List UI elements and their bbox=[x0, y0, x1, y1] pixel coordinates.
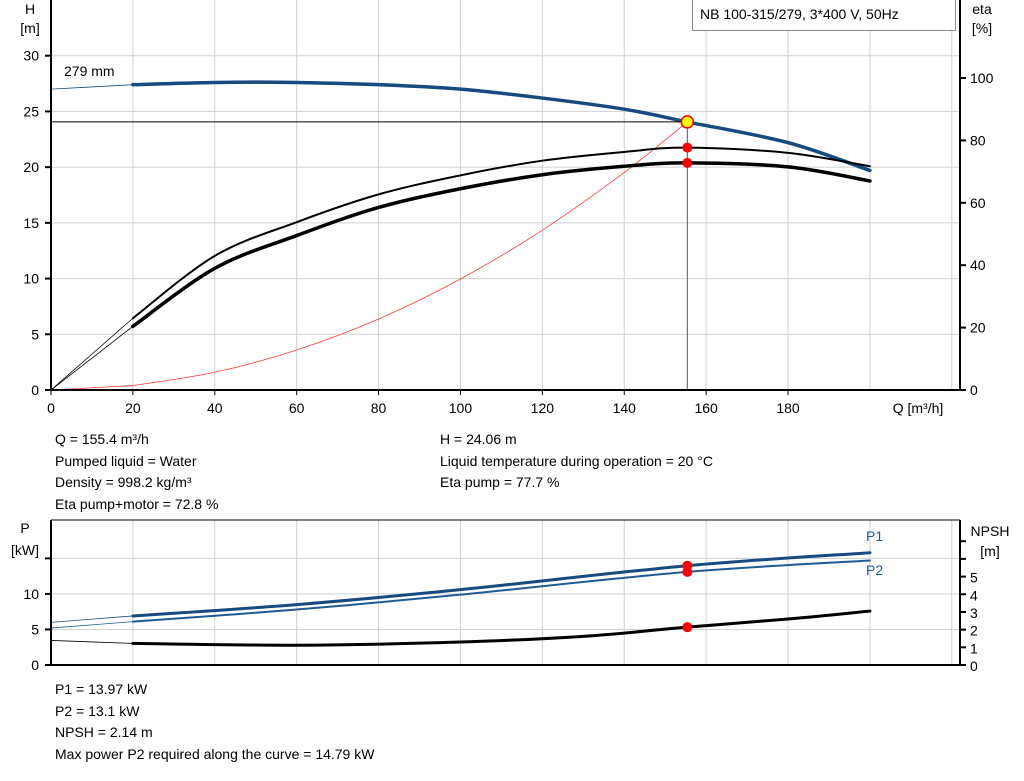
pumped-liquid: Pumped liquid = Water bbox=[55, 452, 197, 469]
eta-axis-unit: [%] bbox=[972, 20, 992, 36]
system-curve bbox=[132, 121, 688, 386]
liquid-temperature: Liquid temperature during operation = 20… bbox=[440, 452, 713, 469]
p1-curve bbox=[131, 551, 872, 618]
eta-pump-motor-value: Eta pump+motor = 72.8 % bbox=[55, 495, 219, 512]
h-tick-label: 30 bbox=[23, 48, 39, 64]
x-tick-label: 0 bbox=[47, 400, 55, 416]
h-tick-label: 15 bbox=[23, 215, 39, 231]
info-lower: P1 = 13.97 kW P2 = 13.1 kW NPSH = 2.14 m… bbox=[55, 679, 374, 765]
x-tick-label: 100 bbox=[449, 400, 473, 416]
eta-pump-value: Eta pump = 77.7 % bbox=[440, 474, 560, 490]
npsh-tick-label: 5 bbox=[970, 570, 978, 586]
x-tick-label: 120 bbox=[531, 400, 555, 416]
head-value: H = 24.06 m bbox=[440, 431, 517, 447]
eta-pump-marker bbox=[682, 142, 693, 153]
impeller-diameter-label: 279 mm bbox=[64, 63, 115, 79]
eta-pump-motor-curve-extrapolated bbox=[50, 326, 134, 391]
h-tick-label: 10 bbox=[23, 271, 39, 287]
p-tick-label: 0 bbox=[31, 657, 39, 673]
eta-pump-curve bbox=[131, 146, 871, 320]
head-curve bbox=[131, 80, 872, 173]
pump-title-box: NB 100-315/279, 3*400 V, 50Hz bbox=[692, 0, 956, 31]
npsh-tick-label: 2 bbox=[970, 623, 978, 639]
p2-value: P2 = 13.1 kW bbox=[55, 702, 140, 719]
x-tick-label: 160 bbox=[694, 400, 718, 416]
npsh-curve bbox=[131, 609, 872, 647]
density-value: Density = 998.2 kg/m³ bbox=[55, 474, 192, 490]
eta-tick-label: 40 bbox=[970, 257, 986, 273]
npsh-axis-label: NPSH bbox=[971, 523, 1010, 539]
p1-value: P1 = 13.97 kW bbox=[55, 681, 148, 697]
info-upper-right: H = 24.06 m Liquid temperature during op… bbox=[440, 429, 713, 494]
npsh-marker bbox=[682, 622, 693, 633]
eta-pump-curve-extrapolated bbox=[50, 317, 134, 391]
eta-axis-label: eta bbox=[972, 1, 992, 17]
info-upper-left: Q = 155.4 m³/h Pumped liquid = Water Den… bbox=[55, 429, 218, 515]
x-tick-label: 20 bbox=[125, 400, 141, 416]
p2-curve bbox=[131, 559, 871, 623]
p-axis-unit: [kW] bbox=[11, 542, 39, 558]
p1-series-label: P1 bbox=[866, 528, 883, 544]
npsh-value: NPSH = 2.14 m bbox=[55, 724, 153, 740]
q-axis-label: Q [m³/h] bbox=[893, 400, 944, 416]
x-tick-label: 140 bbox=[613, 400, 637, 416]
h-tick-label: 20 bbox=[23, 159, 39, 175]
p-tick-label: 10 bbox=[23, 586, 39, 602]
p2-curve-extrapolated bbox=[50, 621, 133, 629]
h-axis-label: H bbox=[25, 1, 35, 17]
eta-tick-label: 80 bbox=[970, 132, 986, 148]
eta-tick-label: 0 bbox=[970, 382, 978, 398]
eta-tick-label: 60 bbox=[970, 195, 986, 211]
flow-value: Q = 155.4 m³/h bbox=[55, 431, 149, 447]
eta-pump-motor-marker bbox=[682, 157, 693, 168]
npsh-tick-label: 3 bbox=[970, 605, 978, 621]
x-tick-label: 40 bbox=[207, 400, 223, 416]
npsh-axis-unit: [m] bbox=[980, 543, 999, 559]
p1-curve-extrapolated bbox=[50, 615, 133, 623]
npsh-tick-label: 4 bbox=[970, 587, 978, 603]
npsh-tick-label: 1 bbox=[970, 640, 978, 656]
h-axis-unit: [m] bbox=[20, 20, 39, 36]
eta-tick-label: 20 bbox=[970, 320, 986, 336]
x-tick-label: 80 bbox=[371, 400, 387, 416]
x-tick-label: 180 bbox=[776, 400, 800, 416]
max-p2-value: Max power P2 required along the curve = … bbox=[55, 745, 375, 762]
eta-tick-label: 100 bbox=[970, 70, 994, 86]
p-tick-label: 5 bbox=[31, 621, 39, 637]
h-tick-label: 25 bbox=[23, 103, 39, 119]
npsh-tick-label: 0 bbox=[970, 658, 978, 674]
eta-pump-motor-curve bbox=[131, 161, 872, 329]
npsh-curve-extrapolated bbox=[50, 640, 133, 644]
p2-series-label: P2 bbox=[866, 562, 883, 578]
duty-point-marker bbox=[680, 115, 695, 129]
p-axis-label: P bbox=[20, 520, 29, 536]
h-tick-label: 5 bbox=[31, 326, 39, 342]
head-curve-extrapolated bbox=[50, 84, 133, 90]
p2-marker bbox=[682, 566, 693, 577]
h-tick-label: 0 bbox=[31, 382, 39, 398]
x-tick-label: 60 bbox=[289, 400, 305, 416]
pump-title: NB 100-315/279, 3*400 V, 50Hz bbox=[700, 6, 899, 22]
